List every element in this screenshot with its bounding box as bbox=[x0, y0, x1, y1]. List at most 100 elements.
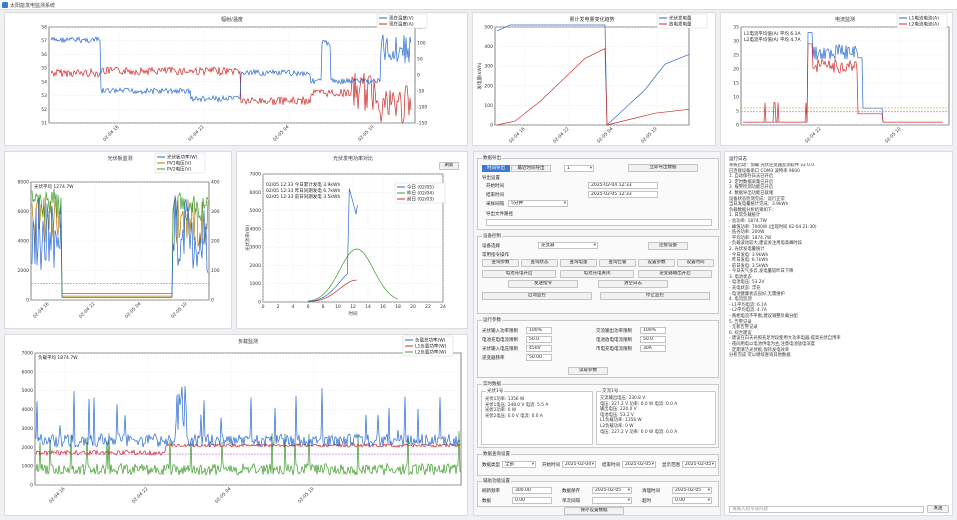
realtime-right-box: 交流1号 交流输出电压: 230.8 V 电压: 227.2 V 功率: 0.0 … bbox=[596, 388, 716, 445]
log-line: 6. 综合建议 bbox=[729, 330, 752, 336]
aux-input[interactable]: 0.00 bbox=[512, 497, 552, 504]
path-input[interactable] bbox=[486, 219, 712, 226]
log-line: - L1平均电流: 6.1A bbox=[729, 302, 767, 308]
realtime-left-box: 光伏1号 光伏1功率: 1356 W 光伏1电压: 248.0 V 电流: 5.5… bbox=[481, 388, 593, 445]
legend-box bbox=[896, 13, 948, 29]
action-button[interactable]: 发送指令 bbox=[508, 280, 578, 288]
action-button[interactable]: 逆变器输出开启 bbox=[638, 270, 712, 278]
param-label: 电池充电电流限制 bbox=[482, 338, 518, 343]
param-input[interactable]: 450V bbox=[526, 345, 552, 352]
action-button[interactable]: 清空日志 bbox=[598, 280, 668, 288]
query-input[interactable]: 2025-02-05 bbox=[682, 461, 716, 468]
query-input[interactable]: 全部 bbox=[502, 461, 536, 468]
log-line: - 夜间用电以电池供电为主,注意电池放电深度 bbox=[729, 342, 815, 347]
y-tick-label: 3000 bbox=[22, 426, 34, 432]
log-input[interactable]: 请输入指令或问题 bbox=[729, 506, 924, 513]
aux-input[interactable]: 300.00 bbox=[512, 487, 552, 494]
command-button[interactable]: 查询状态 bbox=[521, 259, 558, 267]
aux-input[interactable]: 0.00 bbox=[672, 497, 712, 504]
realtime-right-title: 交流1号 bbox=[601, 388, 620, 394]
x-tick-label: 02-04 16 bbox=[508, 126, 527, 145]
legend-label: 现在温度(A) bbox=[389, 21, 414, 28]
command-button[interactable]: 查询电量 bbox=[560, 259, 597, 267]
action-button[interactable]: 启动监控 bbox=[482, 292, 592, 300]
save-settings-button[interactable]: 保存设置数据 bbox=[564, 507, 624, 515]
log-line: 当日发电量统计完成：3.9kWh bbox=[729, 202, 789, 208]
legend-label: 负载总功率(W) bbox=[415, 337, 446, 344]
log-line: 3. 报警检测功能已开启 bbox=[729, 185, 774, 191]
x-tick-label: 0 bbox=[262, 304, 265, 310]
param-input[interactable]: 100% bbox=[640, 327, 666, 334]
legend-label: L2负载功率(W) bbox=[415, 349, 447, 356]
y2-tick-label: -150 bbox=[417, 121, 427, 127]
param-input[interactable]: 100% bbox=[526, 327, 552, 334]
y-tick-label: 58 bbox=[41, 25, 47, 31]
action-button[interactable]: 电池充电关闭 bbox=[560, 270, 634, 278]
param-input[interactable]: 30A bbox=[640, 345, 666, 352]
end-time-input[interactable]: 2025-02-05 12:33 bbox=[588, 191, 658, 198]
param-label: 光伏输入功率限制 bbox=[482, 329, 518, 334]
command-button[interactable]: 设置时间 bbox=[677, 259, 714, 267]
x-tick-label: 02-04 22 bbox=[78, 301, 97, 320]
device-select[interactable]: 逆变器 bbox=[538, 242, 598, 249]
y-tick-label: 300 bbox=[484, 64, 493, 70]
refresh-button[interactable]: 刷新 bbox=[439, 162, 459, 170]
info-line: 02/05 12:33 昨日同期发电 6.7kWh bbox=[266, 187, 340, 194]
x-tick-label: 02-05 10 bbox=[357, 124, 376, 143]
irradiance-chart-panel: 辐射/温度5152535455565758-150-100-5005010015… bbox=[4, 12, 468, 146]
x-tick-label: 20 bbox=[410, 304, 416, 310]
sampling-select[interactable]: 5分钟 bbox=[508, 200, 568, 207]
aux-input[interactable]: 2025-02-05 bbox=[592, 487, 632, 494]
y-tick-label: 57 bbox=[41, 38, 47, 44]
action-button[interactable]: 电池充电开启 bbox=[482, 270, 556, 278]
x-tick-label: 02-05 04 bbox=[124, 301, 143, 320]
y-tick-label: 4000 bbox=[22, 407, 34, 413]
log-line: - 前日发电: 3.5kWh bbox=[729, 263, 769, 269]
param-label: 市电充电电流限制 bbox=[596, 347, 632, 352]
command-button[interactable]: 查询告警 bbox=[599, 259, 636, 267]
param-input[interactable]: 50.00 bbox=[526, 354, 552, 361]
send-button[interactable]: 发送 bbox=[927, 505, 949, 513]
tab-time-export[interactable]: 时间导出 bbox=[482, 165, 510, 172]
aux-input[interactable]: 2025-02-05 bbox=[672, 487, 712, 494]
aux-label: 清理时间 bbox=[642, 489, 660, 494]
param-label: 光伏输入电压限制 bbox=[482, 347, 518, 352]
y-tick-label: 100 bbox=[484, 103, 493, 109]
load-chart-panel: 负载监测 0 1000 2000 3000 4000 5000 6000 7000 02-04 1… bbox=[4, 334, 468, 516]
connect-device-button[interactable]: 连接设备 bbox=[648, 242, 688, 250]
y2-tick-label: -100 bbox=[417, 105, 427, 111]
command-button[interactable]: 查询参数 bbox=[482, 259, 519, 267]
legend-label: 昨日 (02/04) bbox=[407, 190, 434, 197]
data-line: 光伏2功率: 0 W bbox=[485, 408, 517, 414]
series-line bbox=[31, 195, 209, 298]
info-line: 02/05 12:33 今日累计发电 3.9kWh bbox=[266, 181, 340, 188]
action-button[interactable]: 停止监控 bbox=[600, 292, 710, 300]
export-now-button[interactable]: 立即导出数据 bbox=[628, 164, 698, 172]
data-line: L2负载功率: 0 W bbox=[600, 423, 634, 429]
generation-chart-panel: 累计发电量变化趋势 0 100 200 300 400 500 02-04 16 02-04 2… bbox=[472, 12, 716, 146]
param-input[interactable]: 50.0 bbox=[640, 336, 666, 343]
command-button[interactable]: 设置参数 bbox=[638, 259, 675, 267]
export-settings-label: 导出设置 bbox=[482, 176, 500, 181]
series-line bbox=[35, 430, 461, 477]
avg-annotation: 光伏平均 1274.7W bbox=[34, 183, 74, 190]
log-line: 3. 电池状态 bbox=[729, 274, 752, 280]
aux-input[interactable] bbox=[592, 497, 632, 504]
query-input[interactable]: 2025-02-04 bbox=[562, 461, 596, 468]
series-line bbox=[35, 442, 461, 457]
range-select[interactable]: 1 bbox=[564, 165, 594, 172]
realtime-group: 实时数据 光伏1号 光伏1功率: 1356 W 光伏1电压: 248.0 V 电流… bbox=[477, 381, 719, 448]
param-input[interactable]: 50.0 bbox=[526, 336, 552, 343]
x-tick-label: 02-04 16 bbox=[48, 486, 67, 505]
legend-label: PV1电压(V) bbox=[167, 160, 191, 167]
read-params-button[interactable]: 读取参数 bbox=[568, 367, 608, 375]
tab-recent-export[interactable]: 最近时间导出 bbox=[511, 165, 551, 172]
x-tick-label: 6 bbox=[307, 304, 310, 310]
x-tick-label: 02-05 10 bbox=[640, 126, 659, 145]
start-time-input[interactable]: 2025-02-04 12:33 bbox=[588, 182, 658, 189]
query-input[interactable]: 2025-02-05 bbox=[622, 461, 656, 468]
device-control-group: 设备控制 设备选择 逆变器 连接设备 常用指令操作 查询参数查询状态查询电量查询… bbox=[477, 233, 719, 314]
y-tick-label: 25 bbox=[733, 53, 739, 59]
log-line: - 今日发电: 3.9kWh bbox=[729, 252, 769, 258]
